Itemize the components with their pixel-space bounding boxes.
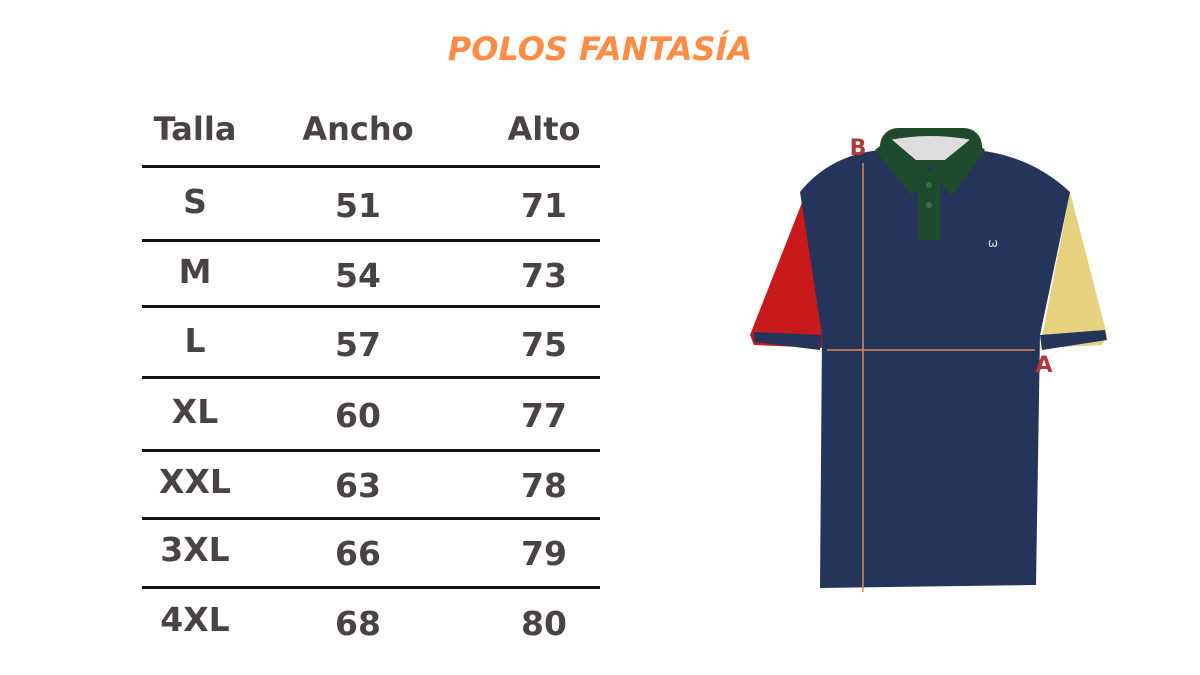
length-cell: 77 [521, 396, 567, 435]
size-cell: XXL [159, 462, 231, 501]
brand-logo: ω [988, 236, 998, 250]
row-divider [142, 449, 600, 452]
length-cell: 73 [521, 256, 567, 295]
row-divider [142, 305, 600, 308]
row-divider [142, 517, 600, 520]
length-cell: 79 [521, 534, 567, 573]
size-cell: L [184, 321, 206, 360]
column-header: Talla [153, 110, 237, 148]
length-cell: 80 [521, 604, 567, 643]
length-cell: 78 [521, 466, 567, 505]
polo-shirt-image: ω [750, 128, 1107, 588]
row-divider [142, 165, 600, 168]
width-label: A [1035, 353, 1052, 378]
column-header: Alto [507, 110, 581, 148]
size-cell: 3XL [160, 530, 230, 569]
width-cell: 63 [335, 466, 381, 505]
size-cell: M [178, 252, 212, 291]
row-divider [142, 376, 600, 379]
size-cell: 4XL [160, 600, 230, 639]
row-divider [142, 586, 600, 589]
length-cell: 71 [521, 186, 567, 225]
width-cell: 60 [335, 396, 381, 435]
width-cell: 51 [335, 186, 381, 225]
length-cell: 75 [521, 325, 567, 364]
width-cell: 66 [335, 534, 381, 573]
column-header: Ancho [302, 110, 414, 148]
page-title: POLOS FANTASÍA [447, 30, 753, 68]
row-divider [142, 239, 600, 242]
width-cell: 54 [335, 256, 381, 295]
width-cell: 57 [335, 325, 381, 364]
size-cell: XL [171, 392, 219, 431]
size-cell: S [183, 182, 207, 221]
length-label: B [850, 136, 867, 161]
polo-diagram: ω B A [750, 128, 1107, 592]
width-cell: 68 [335, 604, 381, 643]
